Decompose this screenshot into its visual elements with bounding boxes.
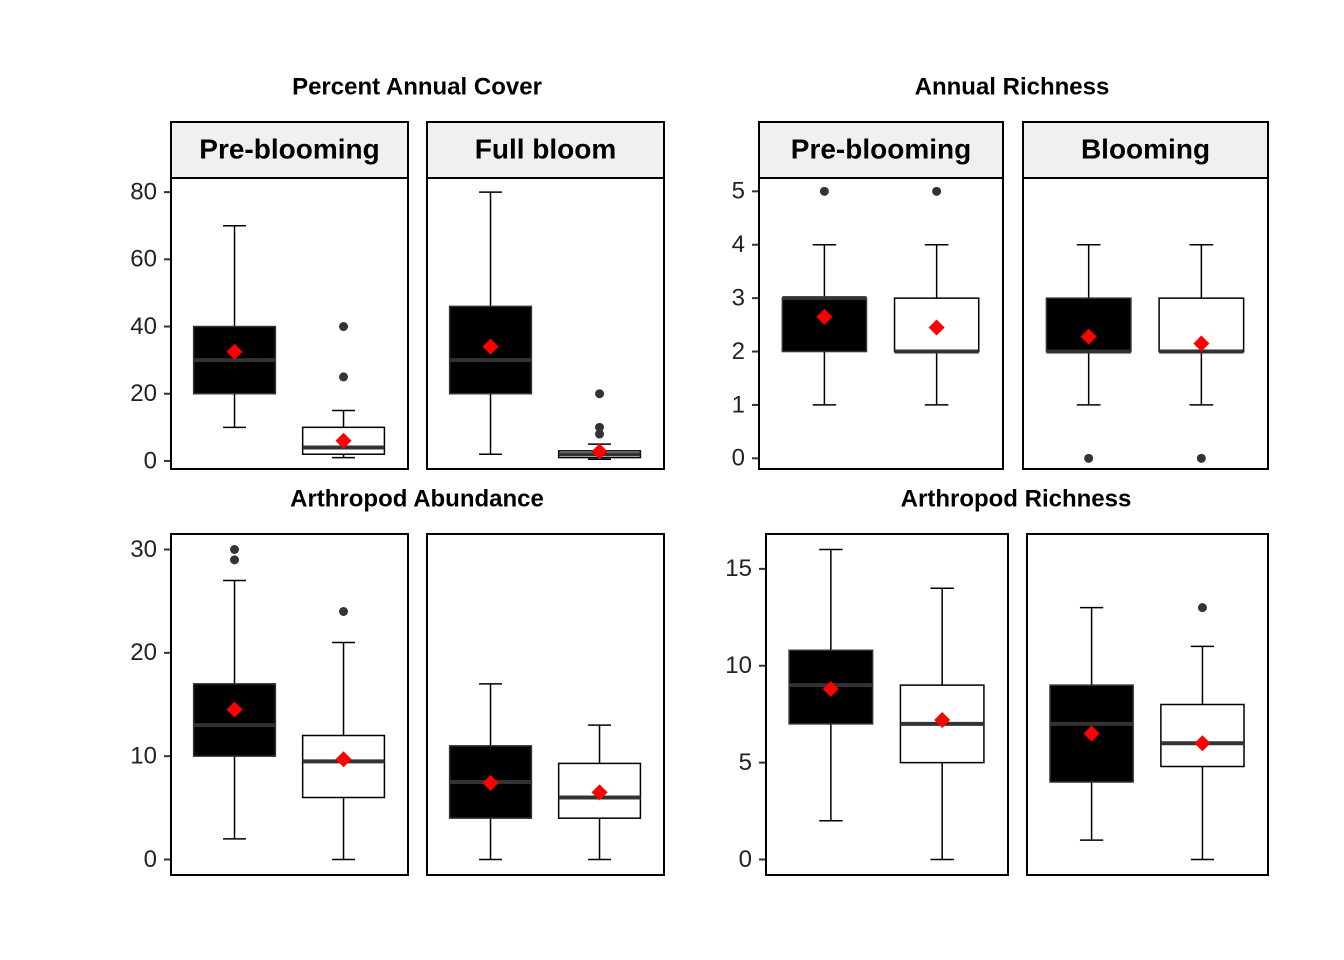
mean-marker <box>934 712 951 728</box>
y-tick-label: 1 <box>732 391 745 418</box>
mean-marker <box>1193 335 1210 352</box>
chart-title: Annual Richness <box>915 73 1110 100</box>
y-tick-label: 0 <box>739 846 752 873</box>
y-tick-label: 10 <box>130 743 157 770</box>
y-tick-label: 5 <box>732 178 745 205</box>
outlier <box>339 372 349 382</box>
mean-marker <box>591 443 608 460</box>
box <box>192 683 277 757</box>
facet-strip <box>170 121 409 179</box>
mean-marker <box>1080 328 1097 345</box>
outlier <box>230 555 240 565</box>
outlier <box>339 607 349 616</box>
y-tick-label: 0 <box>144 447 157 474</box>
outlier <box>819 186 829 196</box>
facet-strip <box>1022 121 1269 179</box>
y-tick-label: 20 <box>130 380 157 407</box>
box <box>448 305 533 395</box>
mean-marker <box>482 775 499 792</box>
mean-marker <box>1083 725 1100 742</box>
chart-title: Arthropod Abundance <box>290 485 544 512</box>
box <box>781 297 868 353</box>
y-tick-label: 10 <box>725 652 752 679</box>
outlier <box>595 389 605 399</box>
y-tick-label: 60 <box>130 246 157 273</box>
mean-marker <box>1194 735 1211 752</box>
facet-strip <box>758 121 1004 179</box>
facet-panel <box>1026 533 1269 876</box>
y-tick-label: 3 <box>732 284 745 311</box>
facet-panel <box>765 533 1009 876</box>
y-tick-label: 15 <box>725 555 752 582</box>
mean-marker <box>591 784 608 801</box>
mean-marker <box>226 701 243 718</box>
y-tick-label: 80 <box>130 178 157 205</box>
facet-strip <box>426 121 665 179</box>
y-tick-label: 0 <box>144 846 157 873</box>
facet-panel <box>170 533 409 876</box>
chart-title: Percent Annual Cover <box>292 73 542 100</box>
mean-marker <box>226 343 243 360</box>
facet-label: Pre-blooming <box>199 133 379 164</box>
outlier <box>932 186 942 196</box>
mean-marker <box>822 681 839 697</box>
facet-label: Pre-blooming <box>791 133 971 164</box>
mean-marker <box>335 432 352 449</box>
outlier <box>1197 603 1207 613</box>
mean-marker <box>335 751 352 768</box>
y-tick-label: 30 <box>130 536 157 563</box>
outlier <box>1196 453 1206 463</box>
outlier <box>1084 453 1094 463</box>
mean-marker <box>816 308 833 325</box>
facet-label: Blooming <box>1081 133 1210 164</box>
outlier <box>230 545 240 554</box>
y-tick-label: 0 <box>732 445 745 472</box>
mean-marker <box>928 319 945 336</box>
y-tick-label: 5 <box>739 749 752 776</box>
y-tick-label: 40 <box>130 313 157 340</box>
facet-panel <box>426 533 665 876</box>
outlier <box>595 429 605 439</box>
outlier <box>595 422 605 432</box>
box <box>1158 297 1245 353</box>
y-tick-label: 20 <box>130 639 157 666</box>
y-tick-label: 2 <box>732 338 745 365</box>
chart-title: Arthropod Richness <box>901 485 1132 512</box>
facet-label: Full bloom <box>475 133 617 164</box>
outlier <box>339 322 349 332</box>
y-tick-label: 4 <box>732 231 745 258</box>
mean-marker <box>482 338 499 355</box>
facet-panel <box>170 177 409 470</box>
